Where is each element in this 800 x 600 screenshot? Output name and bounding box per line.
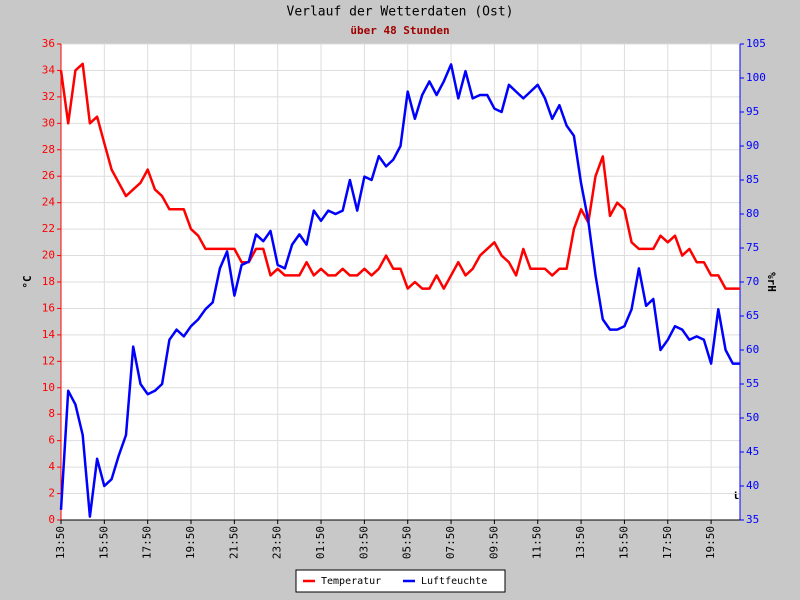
x-tick-label: 03:50 bbox=[357, 526, 370, 559]
y-tick-label: 20 bbox=[42, 249, 55, 262]
y2-tick-label: 35 bbox=[746, 513, 759, 526]
y-tick-label: 34 bbox=[42, 63, 56, 76]
y2-tick-label: 85 bbox=[746, 173, 759, 186]
y2-tick-label: 105 bbox=[746, 37, 766, 50]
data-line bbox=[59, 63, 740, 518]
y2-tick-label: 40 bbox=[746, 479, 759, 492]
y-tick-label: 6 bbox=[48, 434, 55, 447]
y-tick-label: 36 bbox=[42, 37, 55, 50]
y2-tick-label: 60 bbox=[746, 343, 759, 356]
y2-tick-label: 90 bbox=[746, 139, 759, 152]
chart-subtitle: über 48 Stunden bbox=[350, 24, 449, 37]
y-tick-label: 10 bbox=[42, 381, 55, 394]
y-tick-label: 24 bbox=[42, 196, 56, 209]
y2-tick-label: 50 bbox=[746, 411, 759, 424]
x-tick-label: 17:50 bbox=[661, 526, 674, 559]
y2-tick-label: 100 bbox=[746, 71, 766, 84]
x-tick-label: 13:50 bbox=[54, 526, 67, 559]
x-tick-label: 19:50 bbox=[184, 526, 197, 559]
x-tick-label: 11:50 bbox=[531, 526, 544, 559]
y-tick-label: 0 bbox=[48, 513, 55, 526]
x-tick-label: 15:50 bbox=[97, 526, 110, 559]
y2-tick-label: 75 bbox=[746, 241, 759, 254]
y2-tick-label: 55 bbox=[746, 377, 759, 390]
y-tick-label: 2 bbox=[48, 487, 55, 500]
y2-tick-label: 95 bbox=[746, 105, 759, 118]
x-tick-label: 19:50 bbox=[704, 526, 717, 559]
x-tick-label: 09:50 bbox=[487, 526, 500, 559]
x-tick-label: 05:50 bbox=[401, 526, 414, 559]
y-tick-label: 8 bbox=[48, 407, 55, 420]
data-line bbox=[59, 62, 740, 290]
y-tick-label: 30 bbox=[42, 116, 55, 129]
y-tick-label: 22 bbox=[42, 222, 55, 235]
y-tick-label: 4 bbox=[48, 460, 55, 473]
y2-tick-label: 70 bbox=[746, 275, 759, 288]
y2-tick-label: 45 bbox=[746, 445, 759, 458]
x-tick-label: 17:50 bbox=[141, 526, 154, 559]
x-axis-label: t bbox=[733, 489, 740, 502]
chart-title: Verlauf der Wetterdaten (Ost) bbox=[287, 5, 514, 20]
y-axis-label: °C bbox=[21, 275, 34, 288]
x-tick-label: 21:50 bbox=[227, 526, 240, 559]
x-tick-label: 01:50 bbox=[314, 526, 327, 559]
legend-label: Luftfeuchte bbox=[421, 576, 487, 587]
y-tick-label: 28 bbox=[42, 143, 55, 156]
x-tick-label: 07:50 bbox=[444, 526, 457, 559]
y-tick-label: 26 bbox=[42, 169, 55, 182]
y-tick-label: 12 bbox=[42, 354, 55, 367]
y-tick-label: 16 bbox=[42, 301, 55, 314]
y2-tick-label: 80 bbox=[746, 207, 759, 220]
legend-label: Temperatur bbox=[321, 576, 381, 587]
y-tick-label: 18 bbox=[42, 275, 55, 288]
y-tick-label: 14 bbox=[42, 328, 56, 341]
legend-box bbox=[295, 569, 506, 593]
y2-tick-label: 65 bbox=[746, 309, 759, 322]
x-tick-label: 15:50 bbox=[617, 526, 630, 559]
y-tick-label: 32 bbox=[42, 90, 55, 103]
y2-axis-label: %rH bbox=[765, 272, 778, 292]
x-tick-label: 23:50 bbox=[271, 526, 284, 559]
x-tick-label: 13:50 bbox=[574, 526, 587, 559]
